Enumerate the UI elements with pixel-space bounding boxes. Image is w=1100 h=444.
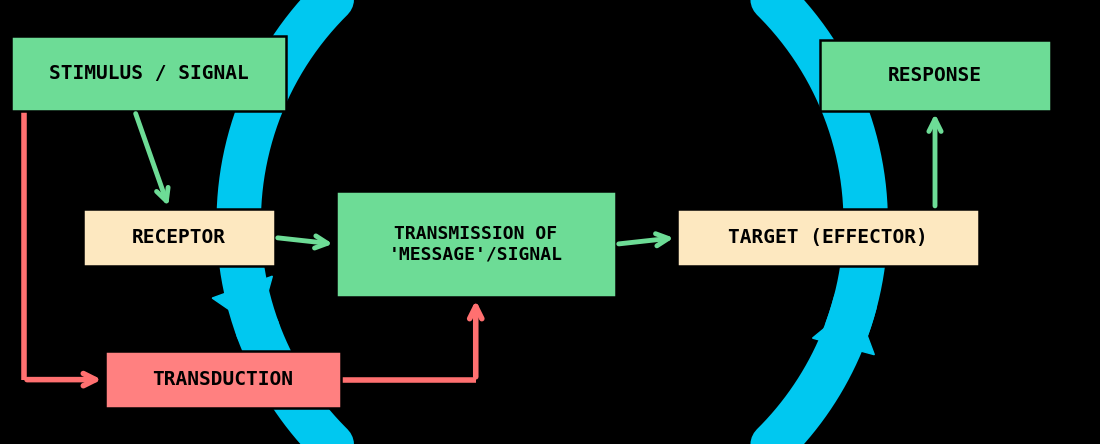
FancyBboxPatch shape: [820, 40, 1050, 111]
Polygon shape: [813, 303, 874, 355]
Polygon shape: [212, 276, 273, 329]
Text: TARGET (EFFECTOR): TARGET (EFFECTOR): [728, 228, 927, 247]
Text: TRANSMISSION OF
'MESSAGE'/SIGNAL: TRANSMISSION OF 'MESSAGE'/SIGNAL: [388, 225, 563, 264]
FancyBboxPatch shape: [11, 36, 286, 111]
FancyBboxPatch shape: [676, 209, 979, 266]
Text: STIMULUS / SIGNAL: STIMULUS / SIGNAL: [48, 64, 249, 83]
FancyBboxPatch shape: [336, 191, 616, 297]
Text: RESPONSE: RESPONSE: [888, 66, 982, 85]
Text: TRANSDUCTION: TRANSDUCTION: [152, 370, 294, 389]
FancyBboxPatch shape: [104, 351, 341, 408]
FancyBboxPatch shape: [82, 209, 275, 266]
Text: RECEPTOR: RECEPTOR: [132, 228, 226, 247]
